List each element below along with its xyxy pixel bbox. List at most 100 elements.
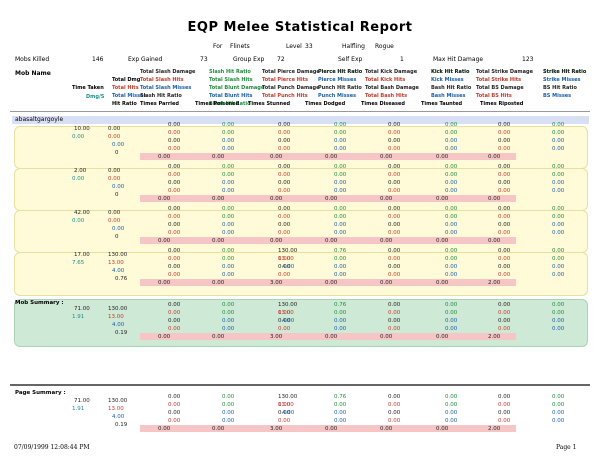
col-header: Total Slash Hits xyxy=(140,77,184,83)
col-value: 0.00 xyxy=(445,394,458,400)
col-total-hits: Total Hits xyxy=(112,85,139,91)
player-name: Flinets xyxy=(230,43,250,50)
col-value: 0.00 xyxy=(334,122,347,128)
col-value: 0.00 xyxy=(445,146,458,152)
col-value: 0.00 xyxy=(498,164,511,170)
col-value: 0.00 xyxy=(334,188,347,194)
col-value: 0.00 xyxy=(388,164,401,170)
col-value: 0.00 xyxy=(222,146,235,152)
col-header: Total Bash Damage xyxy=(365,85,419,91)
col-value: 0.00 xyxy=(498,130,511,136)
col-value: 0.00 xyxy=(552,394,565,400)
col-value: 0.00 xyxy=(222,402,235,408)
col-value: 0.00 xyxy=(168,230,181,236)
mobs-killed-value: 146 xyxy=(92,56,104,63)
total-dmg: 130.00 xyxy=(108,398,128,404)
col-header: Blunt Hit Ratio xyxy=(209,101,251,107)
col-value: 0.00 xyxy=(222,410,235,416)
mob-row-2 xyxy=(14,168,588,211)
col-value: 0.00 xyxy=(222,394,235,400)
col-value: 0.00 xyxy=(222,138,235,144)
col-value: 0.00 xyxy=(222,256,235,262)
total-misses: 4.00 xyxy=(112,322,125,328)
for-label: For xyxy=(213,43,223,50)
col-value: 0.00 xyxy=(498,402,511,408)
time-taken: 2.00 xyxy=(74,168,87,174)
col-header: Strike Misses xyxy=(543,77,581,83)
time-taken: 10.00 xyxy=(74,126,90,132)
col-value: 0.00 xyxy=(278,180,291,186)
col-value: 0.00 xyxy=(334,172,347,178)
times-value: 2.00 xyxy=(488,280,501,286)
col-value: 0.00 xyxy=(388,326,401,332)
col-header: Total Pierce Hits xyxy=(262,77,308,83)
col-value: 0.00 xyxy=(168,410,181,416)
times-value: 0.00 xyxy=(325,196,338,202)
col-value: 0.00 xyxy=(552,264,565,270)
col-value: 0.00 xyxy=(222,272,235,278)
times-value: 0.00 xyxy=(380,154,393,160)
col-header-times: Times Parried xyxy=(140,101,179,107)
col-header: Total Punch Hits xyxy=(262,93,308,99)
col-value: 0.00 xyxy=(278,402,291,408)
col-value: 0.00 xyxy=(445,222,458,228)
times-value: 0.00 xyxy=(270,196,283,202)
times-value: 0.00 xyxy=(325,334,338,340)
header-divider xyxy=(10,111,590,112)
total-dmg: 130.00 xyxy=(108,252,128,258)
col-value: 0.00 xyxy=(498,172,511,178)
times-value: 0.00 xyxy=(436,238,449,244)
col-value: 0.00 xyxy=(222,180,235,186)
col-value: 0.00 xyxy=(168,130,181,136)
col-value: 0.00 xyxy=(552,122,565,128)
times-value: 0.00 xyxy=(270,154,283,160)
col-value: 0.00 xyxy=(388,172,401,178)
col-value: 0.00 xyxy=(168,164,181,170)
hit-ratio: 0.19 xyxy=(115,422,128,428)
total-dmg: 130.00 xyxy=(108,306,128,312)
col-value: 0.00 xyxy=(552,206,565,212)
col-value: 0.00 xyxy=(388,264,401,270)
col-value: 0.00 xyxy=(445,302,458,308)
hit-ratio: 0.76 xyxy=(115,276,128,282)
col-header: Pierce Hit Ratio xyxy=(318,69,363,75)
col-value: 4.00 xyxy=(282,410,295,416)
col-header: Total Slash Misses xyxy=(140,85,192,91)
exp-gained-label: Exp Gained xyxy=(128,56,163,63)
col-value: 0.00 xyxy=(278,410,291,416)
times-value: 0.00 xyxy=(158,334,171,340)
col-value: 0.00 xyxy=(498,230,511,236)
col-value: 0.00 xyxy=(388,410,401,416)
col-value: 0.00 xyxy=(498,180,511,186)
col-value: 0.00 xyxy=(498,248,511,254)
col-value: 0.00 xyxy=(334,164,347,170)
col-value: 0.00 xyxy=(334,138,347,144)
col-value: 0.00 xyxy=(278,318,291,324)
time-taken: 17.00 xyxy=(74,252,90,258)
mob-row-4 xyxy=(14,252,588,296)
col-value: 0.00 xyxy=(334,272,347,278)
col-value: 0.00 xyxy=(168,146,181,152)
col-dmg-per-s: Dmg/S xyxy=(86,94,105,100)
col-value: 0.00 xyxy=(388,122,401,128)
col-value: 0.00 xyxy=(278,122,291,128)
col-header-ratio: Strike Hit Ratio xyxy=(543,69,587,75)
col-value: 130.00 xyxy=(278,394,298,400)
total-dmg: 0.00 xyxy=(108,168,121,174)
col-value: 0.00 xyxy=(168,138,181,144)
times-value: 0.00 xyxy=(325,280,338,286)
col-value: 0.76 xyxy=(334,302,347,308)
col-header: Bash Hit Ratio xyxy=(431,85,472,91)
col-value: 0.00 xyxy=(552,214,565,220)
hit-ratio: 0.19 xyxy=(115,330,128,336)
col-value: 0.00 xyxy=(552,410,565,416)
col-value: 0.00 xyxy=(445,318,458,324)
dmg-per-s: 0.00 xyxy=(72,176,85,182)
col-header: Punch Misses xyxy=(318,93,357,99)
times-value: 3.00 xyxy=(270,280,283,286)
col-value: 0.00 xyxy=(168,264,181,270)
page-summary-label: Page Summary : xyxy=(15,390,66,396)
col-value: 0.00 xyxy=(278,222,291,228)
times-value: 2.00 xyxy=(488,426,501,432)
col-value: 0.00 xyxy=(388,402,401,408)
